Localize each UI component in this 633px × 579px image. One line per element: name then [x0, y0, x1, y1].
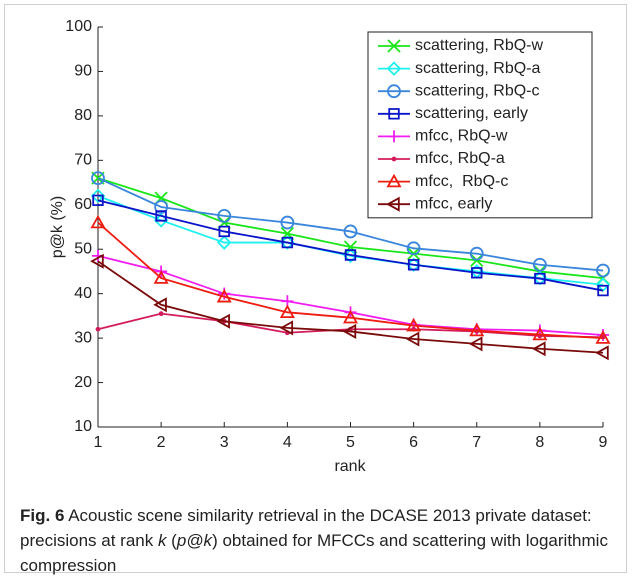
marker: [342, 323, 357, 339]
figure-frame: [4, 4, 627, 573]
legend-box: [367, 31, 593, 219]
marker: [595, 277, 611, 293]
marker: [595, 330, 611, 344]
marker: [95, 326, 101, 332]
caption-label: Fig. 6: [20, 506, 65, 525]
marker: [90, 253, 104, 269]
marker: [406, 317, 422, 332]
y-axis-label: p@k (%): [49, 196, 66, 258]
legend-marker: [388, 108, 400, 120]
legend-marker: [388, 130, 400, 143]
series-line: [97, 177, 604, 272]
marker: [90, 214, 106, 229]
marker: [407, 259, 420, 271]
caption-text: Acoustic scene similarity retrieval in t…: [20, 506, 592, 550]
marker: [406, 241, 421, 256]
legend-marker: [387, 39, 401, 53]
marker: [216, 235, 232, 250]
legend-marker: [386, 173, 402, 188]
marker: [471, 267, 483, 279]
legend-marker: [391, 156, 397, 162]
y-tick-label: 60: [74, 196, 92, 213]
x-tick-label: 7: [472, 434, 481, 451]
y-tick-label: 30: [74, 329, 92, 346]
marker: [534, 272, 546, 285]
x-tick-label: 6: [409, 434, 418, 451]
marker: [216, 313, 230, 329]
marker: [218, 225, 230, 238]
y-tick-label: 80: [74, 107, 92, 124]
y-tick-label: 20: [74, 374, 92, 391]
legend-label: scattering, RbQ-w: [415, 37, 543, 54]
legend-label: mfcc, RbQ-w: [415, 128, 508, 145]
marker: [155, 210, 167, 222]
marker: [281, 236, 294, 249]
x-tick-label: 2: [157, 434, 166, 451]
legend-label: mfcc, RbQ-c: [415, 173, 508, 190]
x-tick-label: 9: [599, 434, 608, 451]
caption: Fig. 6 Acoustic scene similarity retriev…: [20, 503, 620, 578]
marker: [469, 246, 484, 261]
caption-text: ) obtained for MFCCs and scattering with…: [20, 531, 608, 575]
y-tick-label: 40: [74, 285, 92, 302]
marker: [216, 288, 232, 303]
legend-label: scattering, RbQ-c: [415, 82, 539, 99]
marker: [344, 249, 357, 261]
legend-marker: [387, 84, 401, 99]
series-line: [97, 260, 604, 354]
legend-label: scattering, early: [415, 105, 528, 122]
legend-marker: [386, 196, 400, 212]
marker: [91, 171, 105, 185]
y-tick-label: 90: [74, 63, 92, 80]
x-tick-label: 4: [283, 434, 292, 451]
marker: [153, 270, 169, 284]
y-tick-label: 50: [74, 240, 92, 257]
x-tick-label: 8: [535, 434, 544, 451]
marker: [90, 188, 106, 204]
marker: [596, 263, 610, 278]
y-tick-label: 100: [65, 18, 92, 35]
marker: [158, 311, 164, 316]
chart: rank p@k (%) 10 20 30 40 50 60 70 80 90 100 1 2 3 4 5 6…: [49, 18, 611, 475]
series-line: [97, 199, 604, 292]
marker: [468, 336, 483, 352]
marker: [217, 209, 232, 223]
marker: [279, 320, 294, 336]
y-tick-label: 10: [74, 418, 92, 435]
x-tick-label: 3: [220, 434, 229, 451]
legend-marker: [386, 61, 402, 76]
marker: [469, 322, 485, 337]
marker: [532, 326, 548, 341]
marker: [405, 331, 420, 347]
marker: [532, 341, 546, 357]
legend-label: mfcc, RbQ-a: [415, 150, 505, 167]
marker: [280, 215, 295, 230]
caption-text: p@k: [176, 531, 213, 550]
x-tick-label: 5: [346, 434, 355, 451]
series-line: [97, 221, 604, 340]
marker: [342, 309, 359, 324]
marker: [597, 284, 609, 297]
caption-text: (: [166, 531, 177, 550]
marker: [92, 194, 104, 207]
marker: [153, 297, 167, 313]
x-tick-label: 1: [94, 434, 103, 451]
marker: [279, 304, 295, 319]
legend-label: scattering, RbQ-a: [415, 60, 540, 77]
marker: [532, 257, 547, 272]
caption-text: k: [157, 531, 167, 550]
x-axis-label: rank: [334, 458, 366, 475]
legend: scattering, RbQ-w scattering, RbQ-a scatte…: [367, 31, 593, 219]
legend-label: mfcc, early: [415, 195, 492, 212]
y-tick-label: 70: [74, 152, 92, 169]
marker: [343, 224, 358, 239]
marker: [595, 345, 609, 361]
